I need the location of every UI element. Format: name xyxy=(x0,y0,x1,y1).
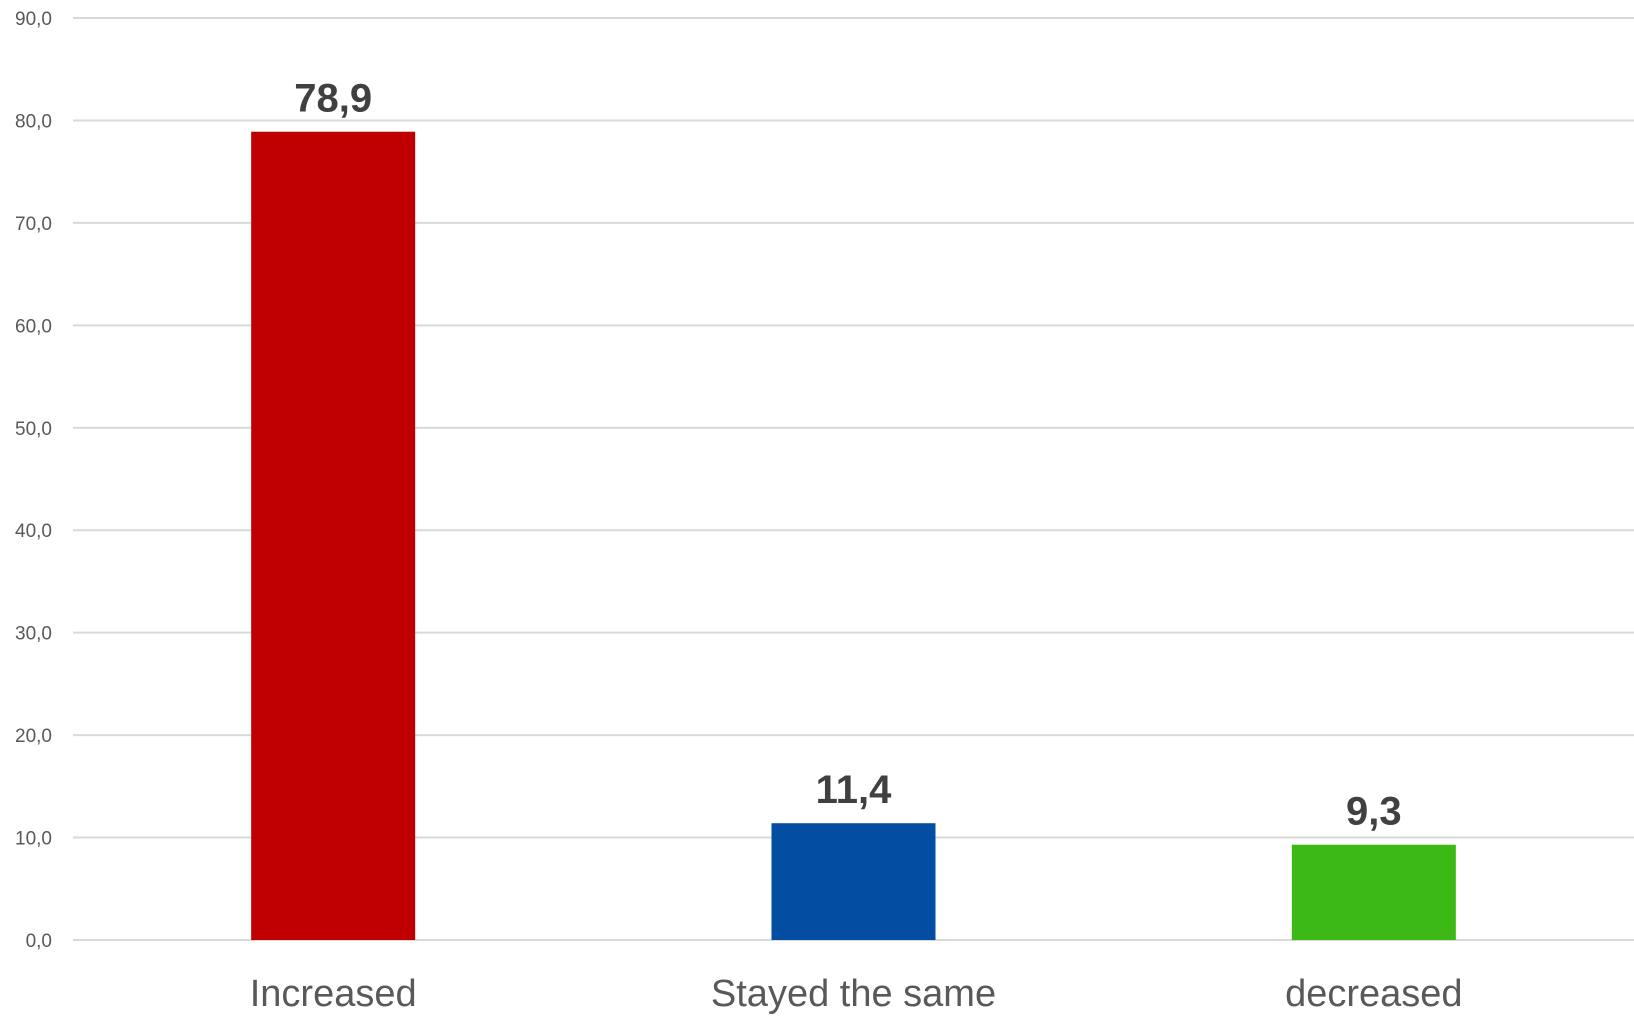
y-tick-label: 30,0 xyxy=(15,624,52,645)
category-label: decreased xyxy=(1285,973,1462,1015)
data-labels: 78,9 11,4 9,3 xyxy=(294,77,1401,834)
data-label: 11,4 xyxy=(816,768,892,812)
category-label: Stayed the same xyxy=(711,973,996,1015)
y-tick-label: 80,0 xyxy=(15,111,52,132)
y-tick-label: 70,0 xyxy=(15,214,52,235)
bars xyxy=(251,131,1456,941)
data-label: 9,3 xyxy=(1346,790,1402,834)
data-label: 78,9 xyxy=(294,77,372,121)
bar-increased xyxy=(251,131,416,941)
x-axis-category-labels: Increased Stayed the same decreased xyxy=(250,973,1463,1015)
y-tick-label: 90,0 xyxy=(15,9,52,30)
bar-stayed-the-same xyxy=(771,823,936,940)
y-tick-label: 40,0 xyxy=(15,521,52,542)
y-axis-tick-labels: 0,0 10,0 20,0 30,0 40,0 50,0 60,0 70,0 80,0 90,0 xyxy=(15,9,52,952)
category-label: Increased xyxy=(250,973,417,1015)
bar-decreased xyxy=(1291,844,1456,940)
y-tick-label: 60,0 xyxy=(15,316,52,337)
y-tick-label: 0,0 xyxy=(26,931,52,952)
y-tick-label: 10,0 xyxy=(15,829,52,850)
y-tick-label: 50,0 xyxy=(15,419,52,440)
y-tick-label: 20,0 xyxy=(15,726,52,747)
